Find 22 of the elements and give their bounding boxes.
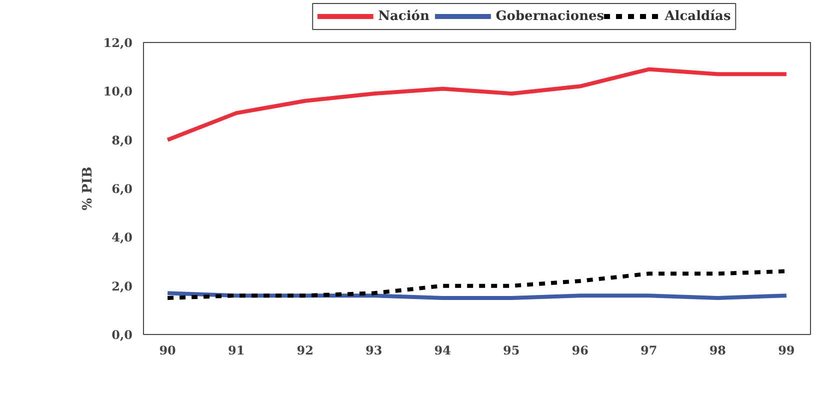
x-tick-label: 97: [640, 344, 658, 358]
legend-label: Gobernaciones: [496, 9, 604, 24]
y-tick-label: 8,0: [112, 133, 133, 148]
x-tick-label: 91: [228, 344, 245, 358]
y-tick-label: 10,0: [103, 84, 133, 99]
y-axis-title: % PIB: [80, 166, 96, 210]
x-tick-label: 99: [778, 344, 795, 358]
line-series: [166, 67, 788, 142]
y-tick-label: 6,0: [112, 182, 133, 196]
y-tick-label: 0,0: [112, 328, 133, 342]
x-tick-label: 95: [503, 344, 520, 358]
legend-label: Alcaldías: [664, 9, 731, 24]
x-tick-label: 96: [572, 344, 588, 358]
y-tick-label: 2,0: [112, 279, 133, 294]
x-tick-label: 93: [366, 344, 382, 358]
x-tick-label: 92: [296, 344, 314, 358]
legend-label: Nación: [378, 9, 430, 24]
x-tick-label: 98: [709, 344, 726, 358]
x-tick-label: 94: [434, 344, 451, 358]
y-tick-label: 12,0: [103, 36, 133, 50]
y-tick-label: 4,0: [112, 230, 133, 245]
x-tick-label: 90: [159, 344, 176, 358]
